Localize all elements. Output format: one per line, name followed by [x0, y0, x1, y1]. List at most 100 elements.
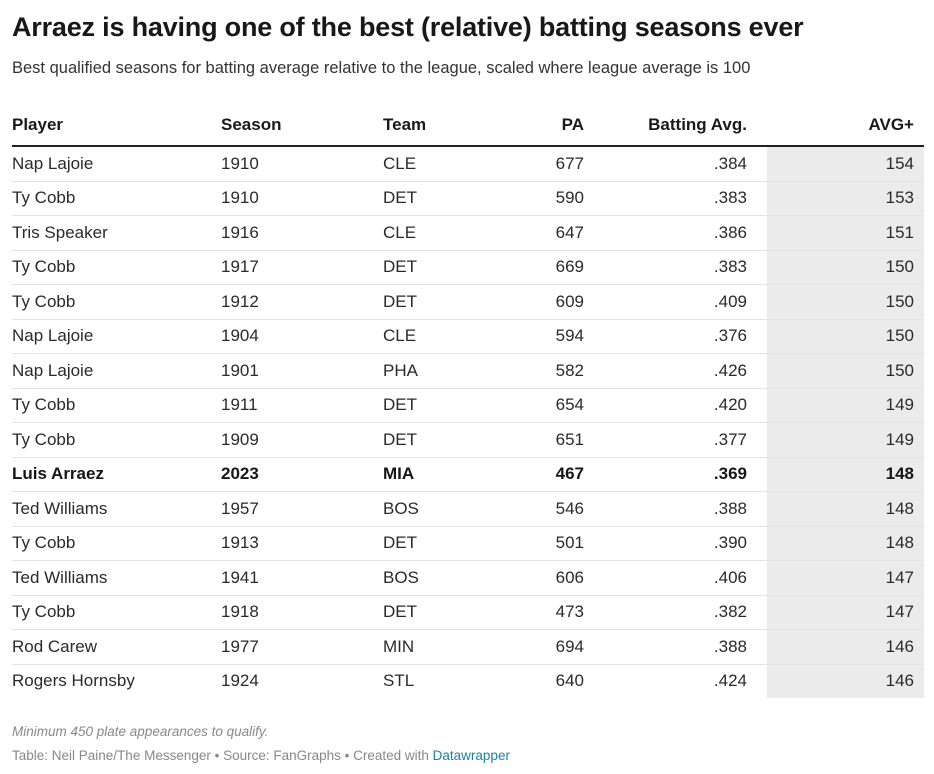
datawrapper-link[interactable]: Datawrapper [432, 748, 510, 763]
column-header-batting-avg[interactable]: Batting Avg. [584, 105, 767, 147]
cell-player: Ty Cobb [12, 595, 221, 630]
cell-batting-avg: .383 [584, 181, 767, 216]
cell-player: Nap Lajoie [12, 319, 221, 354]
table-row: Ty Cobb 1910 DET 590.383 153 [12, 181, 924, 216]
cell-player: Ty Cobb [12, 388, 221, 423]
table-row: Ty Cobb 1911 DET 654.420 149 [12, 388, 924, 423]
cell-pa: 590 [503, 181, 584, 216]
table-row: Ty Cobb 1909 DET 651.377 149 [12, 422, 924, 458]
credit-text: Table: Neil Paine/The Messenger • Source… [12, 748, 433, 763]
cell-avg-plus: 150 [767, 284, 924, 320]
header-row: Player Season Team PA Batting Avg. AVG+ [12, 105, 924, 147]
column-header-team[interactable]: Team [383, 105, 503, 147]
data-table: Player Season Team PA Batting Avg. AVG+ … [12, 105, 924, 698]
cell-avg-plus: 148 [767, 457, 924, 492]
cell-batting-avg: .377 [584, 422, 767, 458]
cell-batting-avg: .426 [584, 353, 767, 389]
cell-batting-avg: .420 [584, 388, 767, 423]
cell-pa: 654 [503, 388, 584, 423]
cell-team: DET [383, 284, 503, 320]
cell-batting-avg: .384 [584, 146, 767, 182]
cell-player: Luis Arraez [12, 457, 221, 492]
cell-season: 1918 [221, 595, 383, 630]
cell-player: Nap Lajoie [12, 146, 221, 182]
cell-season: 1913 [221, 526, 383, 561]
column-header-pa[interactable]: PA [503, 105, 584, 147]
cell-batting-avg: .409 [584, 284, 767, 320]
table-row: Ty Cobb 1917 DET 669.383 150 [12, 250, 924, 285]
cell-team: PHA [383, 353, 503, 389]
cell-avg-plus: 150 [767, 250, 924, 285]
chart-subtitle: Best qualified seasons for batting avera… [12, 59, 751, 77]
cell-player: Nap Lajoie [12, 353, 221, 389]
cell-pa: 669 [503, 250, 584, 285]
cell-batting-avg: .382 [584, 595, 767, 630]
table-row: Nap Lajoie 1901 PHA 582.426 150 [12, 353, 924, 389]
cell-pa: 594 [503, 319, 584, 354]
cell-avg-plus: 150 [767, 319, 924, 354]
footnote: Minimum 450 plate appearances to qualify… [12, 724, 269, 739]
cell-team: CLE [383, 146, 503, 182]
cell-team: STL [383, 671, 415, 691]
cell-avg-plus: 149 [767, 422, 924, 458]
cell-season: 1916 [221, 215, 383, 251]
cell-batting-avg: .369 [584, 457, 767, 492]
cell-season: 1910 [221, 146, 383, 182]
cell-batting-avg: .383 [584, 250, 767, 285]
cell-player: Ty Cobb [12, 526, 221, 561]
table-row: Nap Lajoie 1910 CLE 677.384 154 [12, 146, 924, 182]
cell-season: 1917 [221, 250, 383, 285]
cell-player: Ted Williams [12, 491, 221, 527]
column-header-avg-plus[interactable]: AVG+ [767, 105, 924, 147]
cell-season: 1909 [221, 422, 383, 458]
table-row: Ted Williams 1941 BOS 606.406 147 [12, 560, 924, 596]
cell-pa: 647 [503, 215, 584, 251]
table-row: Ty Cobb 1913 DET 501.390 148 [12, 526, 924, 561]
cell-avg-plus: 149 [767, 388, 924, 423]
cell-pa: 501 [503, 526, 584, 561]
cell-avg-plus: 154 [767, 146, 924, 182]
cell-player: Tris Speaker [12, 215, 221, 251]
table-row: Tris Speaker 1916 CLE 647.386 151 [12, 215, 924, 251]
cell-season: 1911 [221, 388, 383, 423]
table-row: Ty Cobb 1918 DET 473.382 147 [12, 595, 924, 630]
cell-pa: 546 [503, 491, 584, 527]
cell-avg-plus: 153 [767, 181, 924, 216]
cell-avg-plus: 148 [767, 526, 924, 561]
cell-team: CLE [383, 319, 503, 354]
cell-team: DET [383, 250, 503, 285]
cell-season: 1910 [221, 181, 383, 216]
cell-team: MIN [383, 629, 503, 665]
cell-season: 1957 [221, 491, 383, 527]
cell-team: DET [383, 181, 503, 216]
cell-batting-avg: .390 [584, 526, 767, 561]
cell-player: Ty Cobb [12, 250, 221, 285]
column-header-player[interactable]: Player [12, 105, 221, 147]
cell-team: CLE [383, 215, 503, 251]
cell-avg-plus: 147 [767, 560, 924, 596]
cell-avg-plus: 151 [767, 215, 924, 251]
cell-team: BOS [383, 491, 503, 527]
cell-batting-avg: .388 [584, 629, 767, 665]
cell-batting-avg: .386 [584, 215, 767, 251]
table-row: Ty Cobb 1912 DET 609.409 150 [12, 284, 924, 320]
cell-pa: 609 [503, 284, 584, 320]
cell-batting-avg: .388 [584, 491, 767, 527]
cell-player: Rod Carew [12, 629, 221, 665]
cell-team: MIA [383, 457, 503, 492]
table-row: Luis Arraez 2023 MIA 467.369 148 [12, 457, 924, 492]
cell-player: Ty Cobb [12, 181, 221, 216]
cell-pa: 677 [503, 146, 584, 182]
cell-season: 1924 [221, 671, 259, 691]
cell-season: 1941 [221, 560, 383, 596]
cell-avg-plus: 146 [767, 629, 924, 665]
cell-avg-plus: 148 [767, 491, 924, 527]
cell-batting-avg: .376 [584, 319, 767, 354]
column-header-season[interactable]: Season [221, 105, 383, 147]
cell-season: 1901 [221, 353, 383, 389]
table-row: Ted Williams 1957 BOS 546.388 148 [12, 491, 924, 527]
cell-team: DET [383, 422, 503, 458]
cell-team: DET [383, 526, 503, 561]
cell-team: DET [383, 595, 503, 630]
cell-avg-plus: 146 [767, 664, 924, 698]
